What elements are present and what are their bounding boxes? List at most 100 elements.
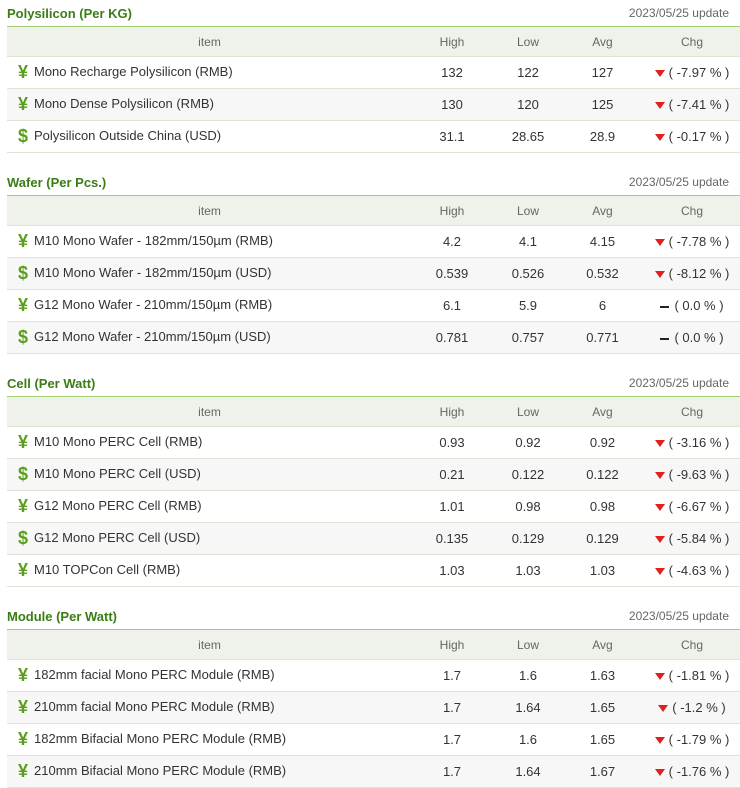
avg-cell: 1.03 (564, 554, 641, 587)
price-row: ¥ M10 TOPCon Cell (RMB) 1.03 1.03 1.03( -4.6… (7, 554, 740, 587)
column-header: Low (492, 396, 564, 427)
low-cell: 1.03 (492, 554, 564, 587)
item-name: M10 Mono PERC Cell (USD) (34, 465, 201, 481)
trend-down (654, 239, 665, 247)
trend-flat (660, 305, 670, 308)
change-value: ( -4.63 % ) (668, 563, 730, 578)
price-row: ¥ G12 Mono Wafer - 210mm/150µm (RMB) 6.1 5.… (7, 289, 740, 322)
change-cell: ( -9.63 % ) (641, 458, 740, 491)
item-cell: ¥ M10 Mono Wafer - 182mm/150µm (RMB) (7, 225, 412, 258)
price-row: $ M10 Mono PERC Cell (USD) 0.21 0.122 0.122(… (7, 458, 740, 491)
item-name: 182mm facial Mono PERC Module (RMB) (34, 666, 275, 682)
avg-cell: 0.92 (564, 426, 641, 459)
currency-icon: ¥ (17, 560, 28, 580)
trend-down (654, 568, 665, 576)
avg-cell: 0.532 (564, 257, 641, 290)
section-header: Cell (Per Watt) 2023/05/25 update (7, 370, 733, 396)
column-header: Avg (564, 396, 641, 427)
change-cell: ( -1.76 % ) (641, 755, 740, 788)
price-row: ¥ G12 Mono PERC Cell (RMB) 1.01 0.98 0.98( -… (7, 490, 740, 523)
header-row: item High Low Avg Chg (7, 26, 740, 57)
low-cell: 1.6 (492, 723, 564, 756)
item-name: Polysilicon Outside China (USD) (34, 127, 222, 143)
low-cell: 0.526 (492, 257, 564, 290)
header-row: item High Low Avg Chg (7, 629, 740, 660)
section-header: Polysilicon (Per KG) 2023/05/25 update (7, 0, 733, 26)
avg-cell: 127 (564, 56, 641, 89)
section: Module (Per Watt) 2023/05/25 update item Hi… (7, 603, 740, 788)
currency-icon: $ (17, 327, 28, 347)
avg-cell: 1.65 (564, 691, 641, 724)
update-date: 2023/05/25 update (628, 6, 729, 20)
header-row: item High Low Avg Chg (7, 195, 740, 226)
item-name: G12 Mono PERC Cell (RMB) (34, 497, 202, 513)
section-title: Wafer (Per Pcs.) (7, 174, 107, 190)
low-cell: 5.9 (492, 289, 564, 322)
change-value: ( -3.16 % ) (668, 435, 730, 450)
page: Polysilicon (Per KG) 2023/05/25 update ite… (7, 5, 740, 788)
column-header: High (412, 396, 492, 427)
item-cell: ¥ M10 TOPCon Cell (RMB) (7, 554, 412, 587)
currency-icon: ¥ (17, 496, 28, 516)
trend-down (654, 737, 665, 745)
change-cell: ( 0.0 % ) (641, 321, 740, 354)
low-cell: 1.64 (492, 691, 564, 724)
column-header: item (7, 629, 412, 660)
price-row: ¥ Mono Recharge Polysilicon (RMB) 132 122 12… (7, 56, 740, 89)
currency-icon: $ (17, 126, 28, 146)
low-cell: 0.122 (492, 458, 564, 491)
avg-cell: 6 (564, 289, 641, 322)
change-cell: ( -7.78 % ) (641, 225, 740, 258)
high-cell: 0.135 (412, 522, 492, 555)
avg-cell: 4.15 (564, 225, 641, 258)
price-table: item High Low Avg Chg ¥ Mono Recharge Polysili… (7, 26, 740, 153)
change-cell: ( -1.79 % ) (641, 723, 740, 756)
column-header: Low (492, 629, 564, 660)
column-header: High (412, 195, 492, 226)
high-cell: 1.7 (412, 755, 492, 788)
column-header: High (412, 629, 492, 660)
item-name: G12 Mono Wafer - 210mm/150µm (USD) (34, 328, 271, 344)
avg-cell: 1.65 (564, 723, 641, 756)
change-value: ( -9.63 % ) (668, 467, 730, 482)
low-cell: 0.98 (492, 490, 564, 523)
item-name: M10 Mono Wafer - 182mm/150µm (RMB) (34, 232, 273, 248)
high-cell: 0.93 (412, 426, 492, 459)
avg-cell: 28.9 (564, 120, 641, 153)
column-header: Low (492, 195, 564, 226)
item-cell: ¥ Mono Dense Polysilicon (RMB) (7, 88, 412, 121)
section-header: Module (Per Watt) 2023/05/25 update (7, 603, 733, 629)
change-value: ( -8.12 % ) (668, 266, 730, 281)
price-row: ¥182mm facial Mono PERC Module (RMB) 1.7 1… (7, 659, 740, 692)
change-cell: ( -4.63 % ) (641, 554, 740, 587)
item-cell: $ M10 Mono Wafer - 182mm/150µm (USD) (7, 257, 412, 290)
column-header: item (7, 396, 412, 427)
change-value: ( -7.78 % ) (668, 234, 730, 249)
column-header: Avg (564, 26, 641, 57)
high-cell: 132 (412, 56, 492, 89)
item-name: M10 TOPCon Cell (RMB) (34, 561, 181, 577)
item-name: G12 Mono Wafer - 210mm/150µm (RMB) (34, 296, 273, 312)
avg-cell: 1.63 (564, 659, 641, 692)
column-header: Low (492, 26, 564, 57)
low-cell: 122 (492, 56, 564, 89)
trend-down (654, 70, 665, 78)
change-cell: ( -5.84 % ) (641, 522, 740, 555)
currency-icon: ¥ (17, 665, 28, 685)
change-value: ( -6.67 % ) (668, 499, 730, 514)
change-cell: ( -7.41 % ) (641, 88, 740, 121)
trend-down (654, 769, 665, 777)
low-cell: 0.129 (492, 522, 564, 555)
item-cell: ¥182mm Bifacial Mono PERC Module (RMB) (7, 723, 412, 756)
column-header: Chg (641, 26, 740, 57)
item-cell: ¥ G12 Mono Wafer - 210mm/150µm (RMB) (7, 289, 412, 322)
item-cell: $ G12 Mono PERC Cell (USD) (7, 522, 412, 555)
change-cell: ( 0.0 % ) (641, 289, 740, 322)
change-value: ( -1.2 % ) (672, 700, 726, 715)
price-table: item High Low Avg Chg ¥ M10 Mono PERC Cell (RM… (7, 396, 740, 587)
section-header: Wafer (Per Pcs.) 2023/05/25 update (7, 169, 733, 195)
item-name: 210mm Bifacial Mono PERC Module (RMB) (34, 762, 287, 778)
high-cell: 1.03 (412, 554, 492, 587)
change-value: ( -1.76 % ) (668, 764, 730, 779)
